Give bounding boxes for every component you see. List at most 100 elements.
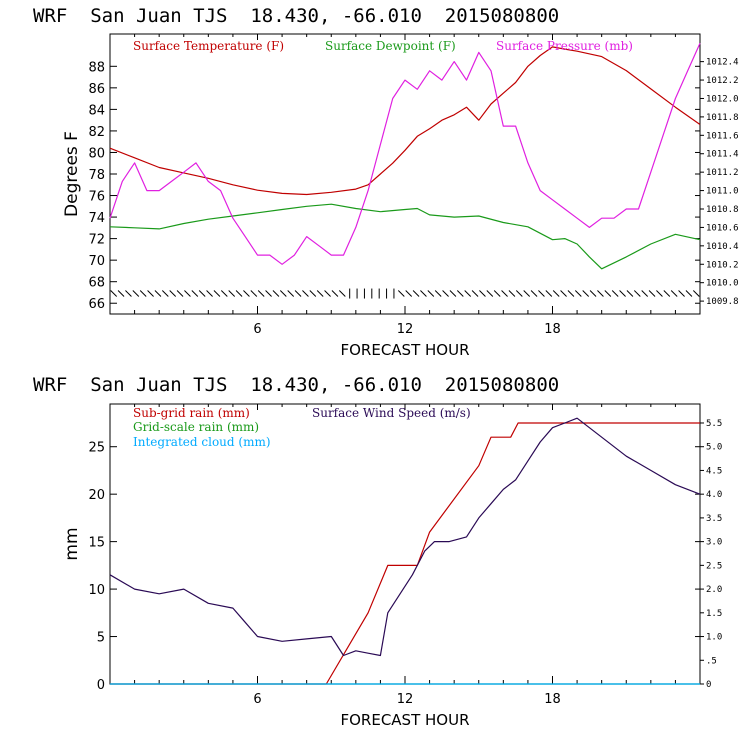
wind-barb <box>169 290 177 297</box>
wind-barbs <box>110 288 700 299</box>
wind-barb <box>191 290 199 297</box>
y-tick-label: 84 <box>88 103 105 118</box>
legend-grid-scale-rain: Grid-scale rain (mm) <box>133 420 259 434</box>
legend-surface-pressure: Surface Pressure (mb) <box>496 39 633 53</box>
wind-barb <box>420 290 427 297</box>
y-tick-label: 20 <box>88 488 105 503</box>
wind-barb <box>412 290 420 297</box>
wind-barb <box>110 290 118 297</box>
y2-tick-label: 0 <box>706 680 711 690</box>
y-tick-label: 15 <box>88 536 105 551</box>
y2-tick-label: 1010.8 <box>706 205 739 215</box>
wind-barb <box>633 290 641 297</box>
y2-tick-label: 1.5 <box>706 609 722 619</box>
x-tick-label: 6 <box>253 322 261 337</box>
wind-barb <box>198 290 206 297</box>
y-tick-label: 68 <box>88 276 105 291</box>
wind-barb <box>243 290 250 297</box>
wind-barb <box>604 290 612 297</box>
series-line-surface-dewpoint-f <box>109 203 701 270</box>
wind-barb <box>279 290 287 297</box>
wind-barb <box>213 290 221 297</box>
y-tick-label: 0 <box>97 678 105 693</box>
wind-barb <box>331 290 339 297</box>
wind-barb <box>397 290 405 297</box>
wind-barb <box>560 290 567 297</box>
x-tick-label: 18 <box>544 322 561 337</box>
wind-barb <box>257 290 265 297</box>
y2-tick-label: 2.5 <box>706 561 722 571</box>
y-tick-label: 70 <box>88 254 105 269</box>
wind-barb <box>678 290 685 297</box>
series-line-surface-pressure-mb <box>109 42 701 265</box>
top-x-axis-label: FORECAST HOUR <box>340 341 469 359</box>
y2-tick-label: 1010.4 <box>706 242 739 252</box>
y2-tick-label: 1012.0 <box>706 94 739 104</box>
wind-barb <box>434 290 442 297</box>
top-y2-axis: 1009.8 1010.0 1010.2 1010.4 1010.6 1010.8 1011… <box>700 58 739 307</box>
wind-barb <box>670 290 678 297</box>
wind-barb <box>574 290 582 297</box>
y2-tick-label: 4.0 <box>706 490 722 500</box>
wind-barb <box>228 290 236 297</box>
wind-barb <box>663 290 671 297</box>
y2-tick-label: 4.5 <box>706 466 722 476</box>
y2-tick-label: 1010.6 <box>706 223 739 233</box>
y-tick-label: 5 <box>97 631 105 646</box>
y2-tick-label: 1010.0 <box>706 279 739 289</box>
bottom-x-axis-label: FORECAST HOUR <box>340 711 469 729</box>
wind-barb <box>530 290 538 297</box>
wind-barb <box>501 290 508 297</box>
top-y-axis: 66 68 70 72 74 76 78 80 82 84 86 88 <box>88 60 700 312</box>
wind-barb <box>139 290 147 297</box>
wind-barb <box>589 290 597 297</box>
y-tick-label: 25 <box>88 441 105 456</box>
y2-tick-label: 1011.4 <box>706 150 739 160</box>
y2-tick-label: 5.0 <box>706 443 722 453</box>
y2-tick-label: 5.5 <box>706 419 722 429</box>
x-tick-label: 12 <box>397 692 414 707</box>
y2-tick-label: 3.5 <box>706 514 722 524</box>
wind-barb <box>442 290 449 297</box>
wind-barb <box>154 290 162 297</box>
y-tick-label: 74 <box>88 211 105 226</box>
wind-barb <box>508 290 516 297</box>
wind-barb <box>479 290 486 297</box>
bottom-y-axis-label: mm <box>62 527 82 560</box>
y2-tick-label: 1011.6 <box>706 131 739 141</box>
y2-tick-label: 1011.8 <box>706 113 739 123</box>
y-tick-label: 76 <box>88 190 105 205</box>
wind-barb <box>316 290 324 297</box>
legend-surface-dewpoint: Surface Dewpoint (F) <box>325 39 456 53</box>
wind-barb <box>132 290 140 297</box>
y-tick-label: 82 <box>88 125 105 140</box>
wind-barb <box>545 290 553 297</box>
y2-tick-label: 3.0 <box>706 538 722 548</box>
wind-barb <box>641 290 649 297</box>
bottom-chart-title: WRF San Juan TJS 18.430, -66.010 2015080… <box>33 374 559 396</box>
top-y-axis-label: Degrees F <box>62 131 82 217</box>
bottom-y-axis: 0 5 10 15 20 25 <box>88 441 700 693</box>
wind-barb <box>648 290 656 297</box>
top-chart: 66 68 70 72 74 76 78 80 82 84 86 88 1009.8 1010.0 101… <box>62 33 739 359</box>
wind-barb <box>523 290 531 297</box>
wind-barb <box>147 290 154 297</box>
y-tick-label: 86 <box>88 82 105 97</box>
bottom-y2-axis: 0 .5 1.0 1.5 2.0 2.5 3.0 3.5 4.0 4.5 5.0 5.5 <box>700 419 722 690</box>
y-tick-label: 66 <box>88 297 105 312</box>
y-tick-label: 80 <box>88 146 105 161</box>
wind-barb <box>117 290 125 297</box>
wind-barb <box>405 290 413 297</box>
wind-barb <box>449 290 457 297</box>
wind-barb <box>338 290 346 297</box>
wind-barb <box>567 290 575 297</box>
wind-barb <box>538 290 545 297</box>
wind-barb <box>294 290 302 297</box>
wind-barb <box>235 290 243 297</box>
series-line-surface-wind-speed-m-s <box>109 417 701 657</box>
wind-barb <box>161 290 169 297</box>
x-tick-label: 6 <box>253 692 261 707</box>
legend-surface-wind-speed: Surface Wind Speed (m/s) <box>312 406 471 420</box>
x-tick-label: 12 <box>397 322 414 337</box>
